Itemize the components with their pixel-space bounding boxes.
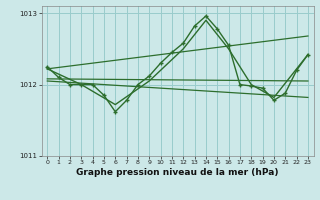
X-axis label: Graphe pression niveau de la mer (hPa): Graphe pression niveau de la mer (hPa) — [76, 168, 279, 177]
